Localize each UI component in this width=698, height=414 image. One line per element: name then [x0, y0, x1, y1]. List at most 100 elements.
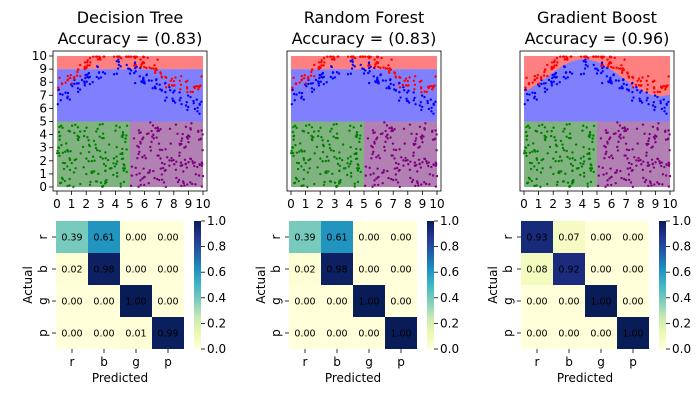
data-point-p	[412, 154, 415, 157]
data-point-g	[98, 149, 101, 153]
data-point-g	[571, 151, 574, 154]
data-point-g	[113, 165, 117, 168]
data-point-b	[295, 93, 298, 96]
data-point-p	[435, 174, 439, 178]
data-point-p	[159, 157, 162, 160]
cm-cell	[56, 221, 88, 253]
data-point-g	[552, 172, 555, 176]
data-point-p	[647, 184, 650, 188]
data-point-p	[393, 157, 396, 160]
data-point-g	[83, 129, 86, 133]
data-point-p	[194, 183, 197, 186]
data-point-p	[610, 183, 613, 187]
data-point-p	[615, 169, 619, 172]
data-point-g	[556, 180, 559, 184]
data-point-b	[59, 99, 62, 102]
data-point-p	[410, 180, 414, 184]
data-point-g	[553, 136, 556, 139]
data-point-g	[572, 178, 575, 182]
data-point-p	[428, 183, 431, 186]
data-point-b	[667, 100, 670, 104]
cm-cell	[289, 221, 321, 253]
data-point-r	[86, 59, 90, 62]
data-point-b	[646, 96, 649, 100]
data-point-r	[75, 74, 79, 77]
data-point-b	[186, 108, 189, 112]
data-point-p	[427, 161, 430, 164]
data-point-p	[178, 143, 182, 147]
data-point-b	[145, 73, 148, 76]
data-point-p	[420, 137, 423, 140]
data-point-g	[56, 152, 59, 155]
data-point-r	[620, 64, 623, 67]
data-point-b	[171, 97, 174, 100]
data-point-b	[385, 87, 388, 90]
data-point-b	[553, 73, 556, 76]
cm-cell-value: 1.00	[125, 297, 146, 308]
data-point-b	[621, 87, 624, 90]
data-point-r	[303, 73, 306, 77]
data-point-g	[290, 152, 293, 155]
data-point-p	[650, 184, 653, 187]
data-point-g	[569, 162, 573, 166]
data-point-r	[546, 63, 549, 67]
data-point-p	[653, 137, 656, 140]
data-point-r	[646, 88, 649, 91]
data-point-g	[549, 166, 552, 169]
data-point-p	[663, 165, 666, 169]
data-point-p	[408, 123, 412, 126]
data-point-r	[429, 85, 432, 88]
region-b	[524, 59, 670, 122]
data-point-g	[336, 162, 340, 166]
colorbar-tick-label: 0.8	[440, 240, 459, 254]
data-point-p	[596, 184, 600, 188]
cm-y-tick-label: g	[501, 297, 515, 305]
data-point-b	[414, 102, 417, 106]
data-point-p	[152, 133, 155, 136]
data-point-p	[377, 154, 380, 157]
data-point-g	[299, 142, 302, 145]
data-point-g	[70, 161, 73, 165]
data-point-b	[526, 99, 529, 102]
data-point-p	[170, 156, 173, 160]
cm-cell-value: 0.00	[61, 329, 82, 340]
data-point-b	[142, 81, 146, 85]
data-point-g	[339, 180, 342, 184]
data-point-p	[394, 148, 398, 152]
data-point-r	[128, 55, 131, 58]
data-point-p	[635, 127, 639, 131]
data-point-p	[197, 138, 201, 141]
data-point-g	[354, 135, 357, 138]
data-point-p	[141, 156, 144, 159]
data-point-p	[168, 164, 171, 167]
x-tick-label: 4	[112, 197, 120, 211]
data-point-g	[333, 155, 336, 159]
cm-ylabel: Actual	[254, 266, 268, 304]
data-point-g	[320, 136, 323, 139]
data-point-g	[562, 130, 565, 133]
data-point-p	[363, 184, 367, 188]
data-point-g	[322, 183, 326, 187]
data-point-b	[165, 96, 168, 99]
data-point-b	[337, 72, 341, 75]
cm-cell-value: 0.02	[61, 265, 82, 276]
data-point-p	[624, 129, 628, 133]
data-point-b	[353, 65, 356, 68]
data-point-b	[164, 81, 167, 85]
x-tick-label: 0	[53, 197, 61, 211]
data-point-p	[636, 142, 639, 145]
data-point-g	[316, 134, 320, 138]
cm-cell	[152, 253, 184, 285]
data-point-b	[163, 99, 167, 102]
data-point-g	[104, 151, 107, 154]
data-point-r	[174, 76, 177, 79]
data-point-b	[91, 81, 94, 84]
data-point-r	[652, 87, 656, 90]
data-point-g	[569, 184, 572, 188]
data-point-b	[600, 81, 604, 85]
data-point-b	[388, 87, 391, 90]
data-point-r	[58, 76, 61, 79]
cm-cell-value: 0.00	[61, 297, 82, 308]
data-point-g	[579, 173, 582, 177]
data-point-p	[184, 125, 188, 129]
